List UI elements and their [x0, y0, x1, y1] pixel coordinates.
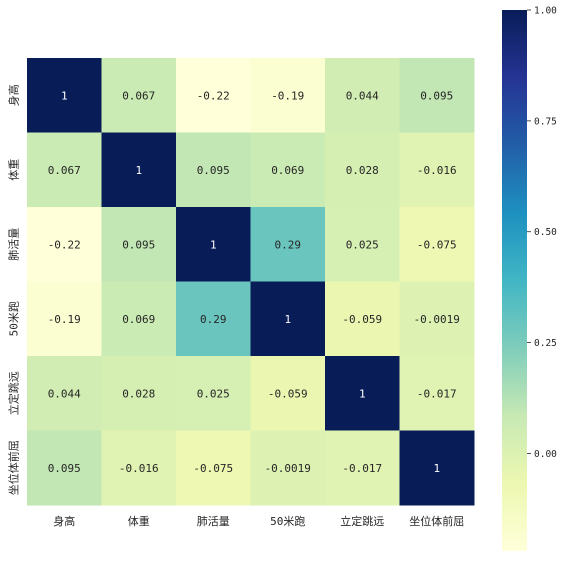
heatmap-cell-label-3-5: -0.0019	[414, 313, 460, 326]
heatmap-cell-2-3	[250, 207, 326, 282]
heatmap-cell-label-2-2: 1	[210, 238, 217, 251]
heatmap-cell-2-0	[27, 207, 102, 282]
heatmap-cell-label-4-5: -0.017	[417, 387, 457, 400]
heatmap-cell-1-0	[27, 132, 102, 208]
x-axis-tick-labels: 身高 体重 肺活量 50米跑 立定跳远 坐位体前屈	[53, 514, 464, 528]
heatmap-cell-label-4-1: 0.028	[122, 387, 155, 400]
heatmap-cell-4-2	[176, 356, 251, 431]
heatmap-cell-label-1-0: 0.067	[48, 164, 81, 177]
heatmap-cell-label-3-2: 0.29	[200, 313, 227, 326]
heatmap-cell-2-5	[399, 207, 475, 282]
heatmap-cell-4-5	[399, 356, 475, 431]
heatmap-cell-5-2	[176, 430, 251, 506]
x-tick-label-5: 坐位体前屈	[409, 514, 464, 528]
heatmap-cell-label-5-3: -0.0019	[265, 462, 311, 475]
heatmap-cell-label-5-0: 0.095	[48, 462, 81, 475]
heatmap-cell-3-5	[399, 281, 475, 357]
y-tick-label-5: 坐位体前屈	[7, 440, 21, 495]
heatmap-cell-2-2	[176, 207, 251, 282]
heatmap-cell-1-3	[250, 132, 326, 208]
heatmap-cell-3-4	[325, 281, 400, 357]
heatmap-cell-0-5	[399, 58, 475, 133]
heatmap-cell-5-4	[325, 430, 400, 506]
heatmap-cell-label-0-2: -0.22	[197, 89, 230, 102]
heatmap-cell-2-1	[101, 207, 177, 282]
x-tick-label-1: 体重	[128, 514, 150, 528]
heatmap-cell-label-4-2: 0.025	[197, 387, 230, 400]
heatmap-cell-label-3-4: -0.059	[342, 313, 382, 326]
heatmap-cell-1-1	[101, 132, 177, 208]
colorbar-ticks: 0.00 0.25 0.50 0.75 1.00	[527, 6, 557, 460]
heatmap-cell-label-5-4: -0.017	[342, 462, 382, 475]
heatmap-cell-2-4	[325, 207, 400, 282]
heatmap-cell-label-2-4: 0.025	[346, 238, 379, 251]
heatmap-cell-labels: 1 0.067 -0.22 -0.19 0.044 0.095 0.067 1 0.095 0.0…	[48, 89, 460, 475]
heatmap-cell-4-0	[27, 356, 102, 431]
colorbar-tick-label-2: 0.50	[534, 227, 557, 238]
heatmap-cell-0-4	[325, 58, 400, 133]
heatmap-cell-4-4	[325, 356, 400, 431]
heatmap-cell-label-0-5: 0.095	[420, 89, 453, 102]
colorbar-gradient	[502, 10, 527, 551]
heatmap-cell-label-0-3: -0.19	[271, 89, 304, 102]
heatmap-cell-5-5	[399, 430, 475, 506]
heatmap-cell-4-3	[250, 356, 326, 431]
heatmap-cell-label-5-1: -0.016	[119, 462, 159, 475]
y-tick-label-4: 立定跳远	[7, 371, 21, 415]
x-tick-label-4: 立定跳远	[340, 514, 384, 528]
heatmap-cell-label-4-0: 0.044	[48, 387, 81, 400]
heatmap-cell-label-1-5: -0.016	[417, 164, 457, 177]
y-tick-label-1: 体重	[7, 159, 21, 181]
colorbar-tick-label-0: 0.00	[534, 449, 557, 460]
heatmap-cell-1-4	[325, 132, 400, 208]
heatmap-cell-label-0-1: 0.067	[122, 89, 155, 102]
heatmap-cell-0-0	[27, 58, 102, 133]
heatmap-cell-label-2-3: 0.29	[275, 238, 302, 251]
x-tick-label-3: 50米跑	[270, 514, 305, 528]
colorbar-tick-label-1: 0.25	[534, 338, 557, 349]
heatmap-cell-1-5	[399, 132, 475, 208]
heatmap-cell-label-1-1: 1	[135, 164, 142, 177]
heatmap-cell-0-1	[101, 58, 177, 133]
y-tick-label-3: 50米跑	[7, 301, 21, 336]
heatmap-cell-label-2-0: -0.22	[48, 238, 81, 251]
heatmap-cell-0-2	[176, 58, 251, 133]
heatmap-cell-3-1	[101, 281, 177, 357]
heatmap-cell-label-0-0: 1	[61, 89, 68, 102]
heatmap-cell-0-3	[250, 58, 326, 133]
heatmap-cell-label-2-1: 0.095	[122, 238, 155, 251]
heatmap-cell-label-4-4: 1	[359, 387, 366, 400]
heatmap-cell-label-0-4: 0.044	[346, 89, 379, 102]
heatmap-cell-label-3-3: 1	[284, 313, 291, 326]
heatmap-cell-5-3	[250, 430, 326, 506]
heatmap-cell-label-2-5: -0.075	[417, 238, 457, 251]
y-tick-label-0: 身高	[7, 84, 21, 106]
heatmap-cell-label-1-2: 0.095	[197, 164, 230, 177]
heatmap-cell-label-3-0: -0.19	[48, 313, 81, 326]
heatmap-cell-3-2	[176, 281, 251, 357]
heatmap-cell-label-1-4: 0.028	[346, 164, 379, 177]
x-tick-label-2: 肺活量	[197, 515, 230, 528]
heatmap-cell-4-1	[101, 356, 177, 431]
y-tick-label-2: 肺活量	[8, 228, 21, 261]
heatmap-cell-1-2	[176, 132, 251, 208]
heatmap-cell-label-3-1: 0.069	[122, 313, 155, 326]
heatmap-cell-label-5-5: 1	[433, 462, 440, 475]
heatmap-cell-5-1	[101, 430, 177, 506]
colorbar: 0.00 0.25 0.50 0.75 1.00	[502, 6, 557, 551]
colorbar-tick-label-3: 0.75	[534, 116, 557, 127]
x-tick-label-0: 身高	[53, 514, 75, 528]
heatmap-cell-label-4-3: -0.059	[268, 387, 308, 400]
heatmap-cell-3-3	[250, 281, 326, 357]
heatmap-cell-5-0	[27, 430, 102, 506]
colorbar-tick-label-4: 1.00	[534, 6, 557, 17]
heatmap-cell-label-1-3: 0.069	[271, 164, 304, 177]
heatmap-cell-label-5-2: -0.075	[193, 462, 233, 475]
heatmap-cell-3-0	[27, 281, 102, 357]
heatmap-cells	[27, 58, 475, 506]
